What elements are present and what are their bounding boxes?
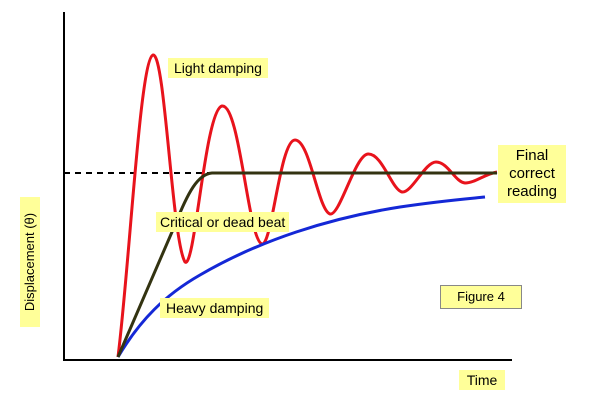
final-reading-label: Final correct reading — [498, 145, 566, 203]
heavy-damping-curve — [116, 195, 486, 358]
final-reading-line-3: reading — [506, 183, 558, 200]
y-axis-label: Displacement (θ) — [20, 197, 40, 327]
heavy-damping-label: Heavy damping — [160, 298, 270, 318]
critical-damping-label: Critical or dead beat — [156, 212, 290, 232]
final-reading-line-2: correct — [509, 165, 555, 182]
figure-label: Figure 4 — [440, 285, 522, 309]
x-axis-label: Time — [459, 370, 505, 390]
final-reading-line-1: Final — [515, 147, 549, 164]
light-damping-label: Light damping — [168, 58, 268, 78]
